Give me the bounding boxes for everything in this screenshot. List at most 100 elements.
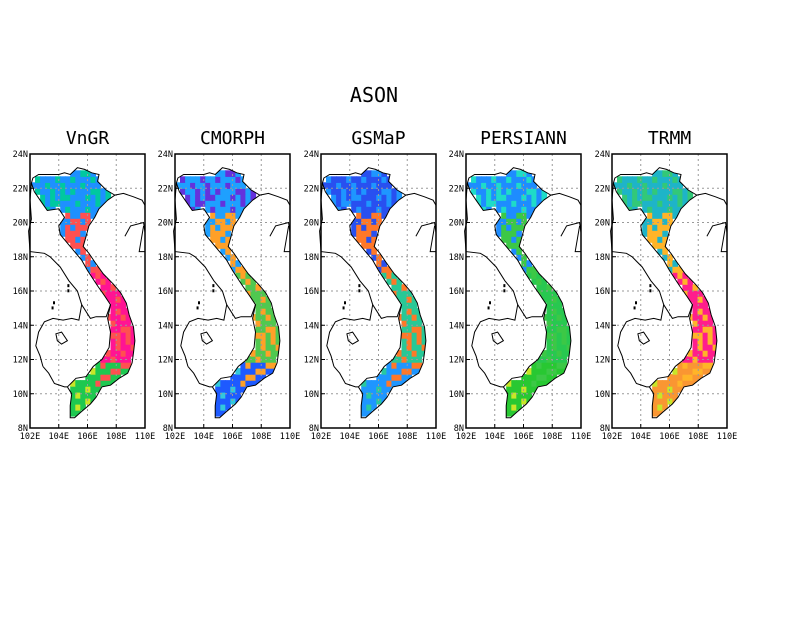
precip-cell — [195, 200, 201, 207]
precip-cell — [265, 314, 272, 321]
precip-cell — [682, 356, 688, 363]
precip-cell — [240, 272, 246, 279]
precip-cell — [546, 332, 553, 339]
precip-cell — [521, 188, 527, 195]
precip-cell — [657, 398, 663, 405]
precip-cell — [647, 218, 653, 225]
precip-cell — [215, 182, 221, 189]
precip-cell — [70, 398, 76, 405]
precip-cell — [531, 380, 537, 387]
precip-cell — [366, 170, 372, 177]
precip-cell — [391, 380, 397, 387]
precip-cell — [677, 278, 683, 285]
precip-cell — [521, 266, 527, 273]
precip-cell — [511, 242, 517, 249]
precip-cell — [366, 410, 372, 417]
precip-cell — [692, 314, 699, 321]
y-tick-label: 18N — [595, 253, 610, 263]
precip-cell — [511, 398, 517, 405]
precip-cell — [697, 356, 704, 363]
precip-cell — [496, 176, 502, 183]
precip-cell — [541, 290, 548, 297]
precip-cell — [65, 188, 71, 195]
precip-cell — [381, 380, 387, 387]
precip-cell — [672, 380, 678, 387]
precip-cell — [371, 212, 377, 219]
precip-cell — [401, 296, 408, 303]
precip-cell — [275, 326, 280, 333]
precip-cell — [260, 314, 267, 321]
precip-cell — [561, 338, 568, 345]
precip-cell — [657, 392, 663, 399]
precip-cell — [351, 182, 357, 189]
precip-cell — [657, 248, 663, 255]
precip-cell — [130, 344, 135, 351]
precip-cell — [692, 308, 699, 315]
precip-cell — [411, 368, 418, 375]
precip-cell — [642, 230, 648, 237]
precip-cell — [531, 386, 537, 393]
precip-cell — [235, 206, 241, 213]
precip-cell — [225, 188, 231, 195]
precip-cell — [100, 272, 106, 279]
precip-cell — [65, 212, 71, 219]
precip-cell — [692, 332, 699, 339]
precip-cell — [351, 194, 357, 201]
country-border — [517, 304, 547, 319]
precip-cell — [406, 362, 413, 369]
precip-cell — [526, 182, 532, 189]
y-tick-label: 22N — [595, 184, 610, 194]
precip-cell — [406, 302, 413, 309]
precip-cell — [75, 206, 81, 213]
precip-cell — [702, 326, 709, 333]
precip-cell — [556, 338, 563, 345]
precip-cell — [70, 236, 76, 243]
precip-cell — [260, 362, 267, 369]
precip-cell — [215, 188, 221, 195]
precip-cell — [125, 326, 132, 333]
precip-cell — [381, 374, 387, 381]
precip-cell — [70, 170, 76, 177]
precip-cell — [526, 368, 532, 375]
y-tick-label: 22N — [449, 184, 464, 194]
precip-cell — [396, 290, 403, 297]
precip-cell — [95, 200, 101, 207]
precip-cell — [381, 206, 387, 213]
precip-cell — [672, 182, 678, 189]
precip-cell — [85, 254, 91, 261]
lake-outline — [55, 331, 69, 345]
y-tick-label: 24N — [449, 150, 464, 160]
precip-cell — [411, 320, 418, 327]
precip-cell — [526, 212, 532, 219]
precip-cell — [556, 368, 563, 375]
precip-cell — [652, 200, 658, 207]
precip-cell — [75, 398, 81, 405]
precip-cell — [381, 392, 387, 399]
precip-cell — [687, 380, 694, 387]
graticule — [466, 154, 581, 428]
precip-cell — [250, 368, 257, 375]
precip-cell — [245, 368, 251, 375]
precip-cell — [125, 356, 132, 363]
precip-cell — [361, 170, 367, 177]
precip-cell — [75, 182, 81, 189]
precip-cell — [75, 224, 81, 231]
precip-cell — [617, 188, 623, 195]
precip-cell — [391, 194, 397, 201]
precip-cell — [491, 188, 497, 195]
precip-cell — [235, 374, 241, 381]
precip-cell — [662, 224, 668, 231]
precip-cell — [642, 194, 648, 201]
y-tick-label: 12N — [449, 356, 464, 366]
precip-cell — [75, 230, 81, 237]
precip-cell — [245, 356, 251, 363]
x-tick-label: 106E — [513, 432, 533, 442]
precip-cell — [80, 380, 86, 387]
precip-cell — [652, 212, 658, 219]
precip-cell — [692, 320, 699, 327]
precip-cell — [255, 338, 262, 345]
y-tick-label: 14N — [595, 321, 610, 331]
precip-cell — [421, 338, 426, 345]
precip-cell — [115, 320, 122, 327]
precip-cell — [551, 356, 558, 363]
